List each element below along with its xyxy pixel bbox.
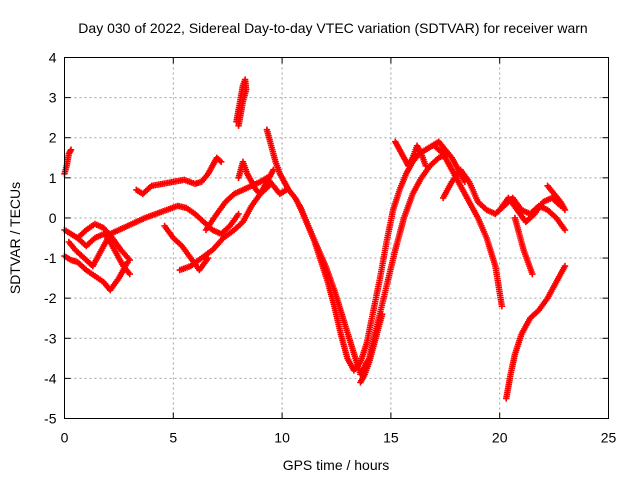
grid [64,57,609,419]
series-arc-3 [65,202,242,270]
x-tick-label: 20 [492,430,508,446]
data-point [561,226,569,234]
y-tick-label: -3 [44,330,57,346]
y-tick-label: 2 [49,130,57,146]
series-arc-0 [61,146,75,178]
y-tick-label: -2 [44,290,57,306]
series-arc-14 [392,138,429,169]
y-tick-label: -5 [44,411,57,427]
series-arc-17 [496,194,564,226]
y-tick-label: -4 [44,370,57,386]
x-tick-label: 5 [169,430,177,446]
series-arc-9 [233,76,250,129]
data-point [561,206,569,214]
data-point [126,270,133,278]
plot-frame [64,57,609,419]
x-tick-label: 15 [383,430,399,446]
data-point [422,162,429,169]
data-point [235,122,242,129]
series-arc-4 [74,220,133,264]
data-point [126,256,133,264]
x-axis-label: GPS time / hours [283,457,390,473]
series-arc-13 [357,311,386,386]
y-tick-label: -1 [44,250,57,266]
data-point [378,311,386,318]
series-arc-5 [133,154,225,198]
axis-ticks: 0 5 10 15 20 25 -5 -4 -3 -2 -1 0 1 2 3 4 [44,50,616,446]
series-arc-20 [544,182,569,214]
series-arc-8 [202,174,290,234]
series-arc-10 [235,158,277,198]
series-arc-15 [431,142,506,310]
x-tick-label: 10 [274,430,290,446]
series-arc-18 [511,214,536,278]
data-point [67,146,75,153]
y-tick-label: 3 [49,90,57,106]
series-arc-19 [503,262,569,402]
series-arc-11 [263,126,469,374]
data-point [235,210,242,218]
y-axis-label: SDTVAR / TECUs [7,182,23,294]
series-arc-6 [161,222,212,274]
data-point [561,262,569,270]
series-arc-2 [61,252,131,294]
x-tick-label: 0 [61,430,69,446]
x-tick-label: 25 [601,430,617,446]
data-points [61,76,569,402]
data-point [217,158,225,165]
data-point [529,270,536,278]
chart-title: Day 030 of 2022, Sidereal Day-to-day VTE… [78,20,587,36]
y-tick-label: 0 [49,210,57,226]
data-point [498,302,506,310]
y-tick-label: 4 [49,50,57,66]
y-tick-label: 1 [49,170,57,186]
